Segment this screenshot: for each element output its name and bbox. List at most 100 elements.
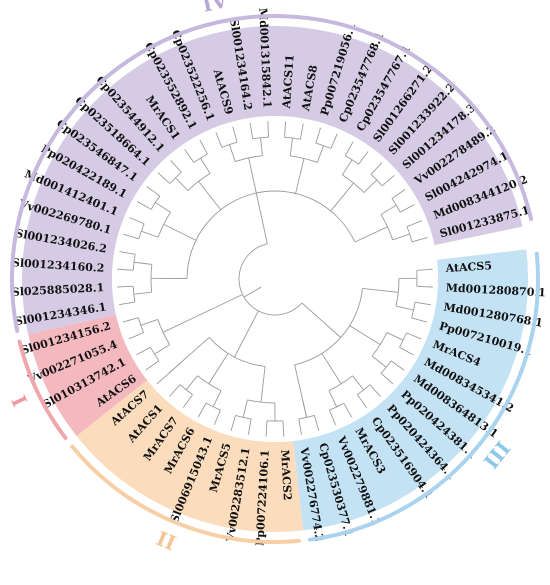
tree-branch [416, 268, 433, 271]
tree-branch [212, 390, 222, 408]
tree-branch [284, 121, 287, 138]
group-arcs [10, 14, 540, 544]
tree-branch [321, 353, 342, 385]
tree-branch [122, 317, 139, 323]
tree-branch [169, 384, 181, 397]
tree-branch [260, 366, 266, 403]
tree-branch [163, 223, 197, 241]
tree-branch [205, 402, 221, 411]
tree-branch [232, 126, 238, 143]
tree-branch [157, 319, 171, 345]
tree-branch [295, 158, 305, 194]
tree-branch [313, 415, 320, 431]
tree-branch [395, 305, 414, 311]
tree-branch [132, 254, 136, 271]
tree-branch [184, 149, 195, 163]
tree-branch [356, 394, 368, 408]
tree-branch [146, 186, 161, 197]
group-arc [17, 339, 68, 440]
tree-branch [133, 291, 152, 295]
tree-branch [228, 144, 236, 162]
tree-branch [330, 133, 338, 149]
tree-branch [370, 174, 383, 187]
tree-branch [170, 160, 182, 173]
tree-branch [234, 310, 259, 358]
tree-branch [199, 139, 208, 155]
tree-branch [157, 172, 171, 184]
tree-branch [155, 202, 171, 213]
tree-branch [354, 226, 388, 243]
tree-branch [197, 402, 207, 418]
tree-branch [162, 316, 196, 333]
tree-branch [185, 375, 198, 391]
tree-branch [197, 375, 222, 392]
tree-branch [369, 384, 381, 397]
group-sector [28, 314, 148, 437]
tree-branch [138, 223, 145, 239]
tree-branch [129, 217, 145, 225]
tree-branch [238, 243, 268, 295]
tree-branch [289, 138, 293, 156]
tree-branch [248, 157, 257, 194]
tree-branch [400, 204, 415, 213]
leaf-label: MrACS2 [278, 449, 294, 501]
tree-branch [208, 353, 229, 385]
tree-branch [260, 137, 263, 156]
tree-branch [145, 360, 160, 371]
tree-branch [123, 233, 139, 240]
tree-branch [198, 181, 222, 211]
tree-branch [137, 317, 144, 333]
tree-branch [242, 399, 248, 418]
tree-branch [391, 189, 406, 199]
tree-branch [230, 415, 236, 431]
tree-branch [390, 360, 405, 371]
tree-branch [150, 346, 160, 362]
group-label: IV [200, 0, 230, 17]
tree-branch [392, 233, 410, 241]
group-arc [307, 251, 540, 542]
leaf-label: Sl025885028.1 [12, 281, 105, 299]
tree-branch [247, 418, 252, 435]
tree-branch [141, 230, 159, 238]
tree-branch [157, 211, 171, 238]
group-label: III [479, 436, 515, 473]
tree-branch [119, 251, 136, 255]
tree-branch [395, 278, 400, 307]
tree-branch [330, 182, 354, 212]
tree-branch [255, 192, 268, 244]
tree-branch [267, 121, 270, 138]
tree-branch [265, 420, 268, 437]
tree-branch [328, 390, 338, 408]
tree-branch [343, 402, 352, 418]
tree-branch [415, 301, 431, 306]
leaf-label: Md001315842.1 [256, 8, 274, 109]
tree-branch [175, 177, 189, 191]
group-label: II [153, 526, 180, 555]
leaf-label: Md001280870.1 [445, 281, 546, 299]
tree-branch [380, 214, 394, 240]
group-sector [293, 249, 528, 531]
tree-branch [341, 159, 353, 176]
tree-branch [249, 122, 254, 139]
tree-branch [411, 237, 428, 243]
tree-branch [380, 360, 392, 374]
tree-branch [299, 123, 304, 140]
tree-branch [380, 204, 397, 215]
tree-branch [358, 151, 369, 165]
tree-branch [416, 285, 433, 288]
tree-branch [386, 332, 404, 341]
group-sector [22, 26, 523, 335]
tree-branch [181, 337, 210, 362]
tree-branch [182, 394, 193, 408]
tree-branch [154, 344, 170, 355]
tree-branch [168, 360, 183, 374]
tree-branch [235, 155, 263, 162]
tree-branch [119, 301, 135, 306]
group-sectors [22, 26, 528, 532]
tree-disk [112, 116, 438, 442]
tree-branch [213, 409, 221, 426]
tree-branch [349, 325, 381, 346]
tree-branch [406, 226, 413, 242]
tree-branch [362, 288, 399, 293]
tree-branch [399, 346, 414, 356]
